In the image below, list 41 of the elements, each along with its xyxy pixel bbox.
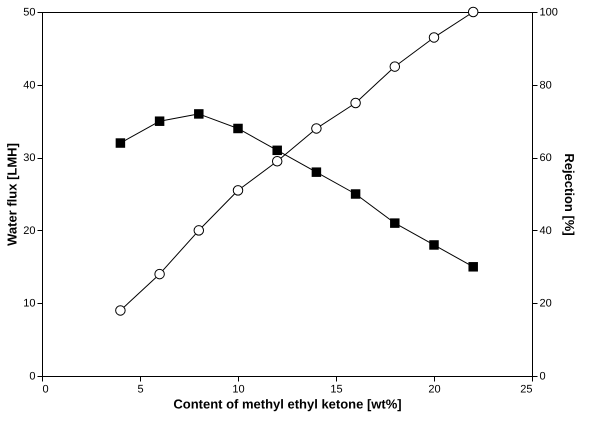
y2-tick-label: 100	[540, 6, 558, 18]
point	[115, 305, 126, 316]
y-axis-title: Water flux [LMH]	[4, 143, 20, 246]
x-tick-label: 0	[42, 384, 49, 396]
point	[232, 185, 244, 196]
y-tick-label: 50	[23, 6, 36, 18]
y2-tick-label: 80	[540, 79, 552, 92]
x-tick-label: 5	[137, 384, 144, 396]
y2-tick-label: 40	[540, 224, 552, 237]
point	[194, 225, 204, 236]
point	[350, 98, 361, 108]
point	[429, 240, 439, 250]
point	[312, 167, 322, 177]
y-tick-label: 10	[23, 298, 36, 310]
x-tick-label: 10	[232, 384, 245, 396]
y2-tick-label: 60	[540, 152, 552, 164]
point	[350, 189, 360, 199]
point	[233, 124, 243, 134]
point	[272, 146, 282, 156]
x-axis-title: Content of methyl ethyl ketone [wt%]	[173, 396, 402, 412]
y-tick-label: 40	[23, 79, 36, 92]
y2-tick-label: 0	[540, 370, 546, 382]
y-tick-label: 0	[29, 370, 36, 382]
point	[272, 156, 282, 166]
y2-tick-label: 20	[540, 298, 552, 310]
point	[390, 61, 400, 72]
point	[390, 218, 400, 228]
point	[154, 268, 165, 280]
point	[468, 262, 478, 272]
point	[428, 32, 440, 43]
point	[194, 109, 204, 119]
y2-axis-title: Rejection [%]	[562, 153, 577, 236]
x-tick-label: 15	[330, 384, 343, 396]
point	[468, 6, 478, 18]
point	[311, 123, 322, 134]
x-tick-label: 20	[428, 384, 441, 396]
y-tick-label: 20	[23, 224, 36, 237]
point	[116, 138, 126, 148]
point	[154, 116, 164, 126]
x-tick-label: 25	[520, 384, 532, 396]
y-tick-label: 30	[23, 152, 36, 164]
